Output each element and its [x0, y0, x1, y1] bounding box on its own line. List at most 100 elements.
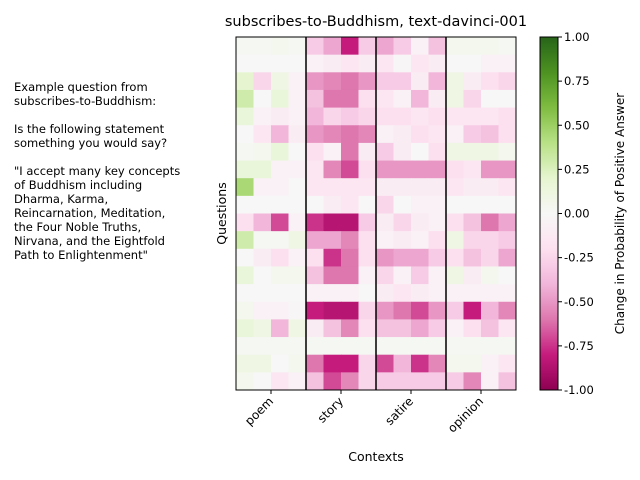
- heatmap-cell: [288, 231, 307, 250]
- heatmap-cell: [376, 195, 394, 214]
- heatmap-cell: [376, 125, 394, 144]
- heatmap-cell: [481, 160, 499, 179]
- heatmap-cell: [393, 72, 412, 91]
- heatmap-cell: [481, 301, 499, 320]
- heatmap-cell: [253, 301, 272, 320]
- heatmap-cell: [411, 72, 429, 91]
- heatmap-cell: [376, 372, 394, 391]
- heatmap-cell: [446, 213, 464, 232]
- heatmap-cell: [393, 125, 412, 144]
- heatmap-cell: [446, 160, 464, 179]
- heatmap-cell: [446, 354, 464, 373]
- heatmap-cell: [411, 54, 429, 73]
- heatmap-cell: [498, 337, 517, 356]
- heatmap-cell: [411, 142, 429, 161]
- colorbar-tick-label: -0.25: [564, 251, 594, 265]
- heatmap-cell: [481, 248, 499, 267]
- heatmap-cell: [498, 284, 517, 303]
- heatmap-cell: [271, 231, 289, 250]
- colorbar-tick-label: -1.00: [564, 383, 594, 397]
- heatmap-cell: [236, 89, 254, 108]
- heatmap-cell: [376, 284, 394, 303]
- heatmap-cell: [393, 354, 412, 373]
- heatmap-cell: [481, 178, 499, 197]
- heatmap-cell: [236, 213, 254, 232]
- heatmap-cell: [271, 319, 289, 338]
- heatmap-cell: [393, 301, 412, 320]
- heatmap-cell: [411, 178, 429, 197]
- heatmap-cell: [288, 89, 307, 108]
- heatmap-cell: [253, 160, 272, 179]
- heatmap-cell: [323, 37, 342, 56]
- heatmap-cell: [253, 372, 272, 391]
- heatmap-cell: [358, 354, 377, 373]
- heatmap-cell: [306, 213, 324, 232]
- heatmap-cell: [463, 72, 482, 91]
- heatmap-cell: [341, 266, 359, 285]
- heatmap-cell: [498, 37, 517, 56]
- heatmap-cell: [393, 142, 412, 161]
- heatmap-cell: [411, 37, 429, 56]
- heatmap-cell: [306, 248, 324, 267]
- heatmap-cell: [463, 337, 482, 356]
- heatmap-cell: [376, 89, 394, 108]
- heatmap-cell: [376, 354, 394, 373]
- heatmap-cell: [253, 266, 272, 285]
- heatmap-cell: [463, 319, 482, 338]
- heatmap-cell: [341, 125, 359, 144]
- heatmap-cell: [481, 319, 499, 338]
- heatmap-cell: [358, 266, 377, 285]
- heatmap-cell: [288, 178, 307, 197]
- colorbar-tick-label: 0.50: [564, 118, 590, 132]
- heatmap-cell: [288, 284, 307, 303]
- heatmap-cell: [446, 266, 464, 285]
- heatmap-cell: [393, 107, 412, 126]
- heatmap-cell: [498, 125, 517, 144]
- heatmap-cell: [498, 266, 517, 285]
- heatmap-cell: [236, 266, 254, 285]
- heatmap-cell: [341, 54, 359, 73]
- heatmap-cell: [463, 37, 482, 56]
- heatmap-cell: [411, 354, 429, 373]
- heatmap-cell: [253, 89, 272, 108]
- heatmap-cell: [271, 284, 289, 303]
- heatmap-cell: [498, 107, 517, 126]
- heatmap-cell: [236, 354, 254, 373]
- heatmap-cell: [271, 125, 289, 144]
- heatmap-cell: [306, 178, 324, 197]
- heatmap-cell: [446, 89, 464, 108]
- heatmap-cell: [358, 195, 377, 214]
- heatmap-cell: [463, 125, 482, 144]
- heatmap-cell: [236, 337, 254, 356]
- heatmap-cell: [341, 89, 359, 108]
- heatmap-cell: [271, 301, 289, 320]
- heatmap-cell: [428, 231, 447, 250]
- heatmap-cell: [236, 319, 254, 338]
- heatmap-cell: [341, 301, 359, 320]
- heatmap-cell: [323, 54, 342, 73]
- heatmap-cell: [323, 142, 342, 161]
- colorbar-label: Change in Probability of Positive Answer: [613, 93, 627, 334]
- x-tick-label: satire: [382, 394, 416, 428]
- heatmap-cell: [498, 72, 517, 91]
- heatmap-cell: [306, 125, 324, 144]
- colorbar-tick-label: 0.75: [564, 74, 590, 88]
- heatmap-cell: [341, 107, 359, 126]
- heatmap-cell: [323, 125, 342, 144]
- heatmap-cell: [253, 178, 272, 197]
- heatmap-cell: [411, 231, 429, 250]
- heatmap-cell: [236, 107, 254, 126]
- heatmap-cell: [288, 72, 307, 91]
- heatmap-cell: [498, 301, 517, 320]
- colorbar-tick-label: 0.00: [564, 207, 590, 221]
- heatmap-cell: [341, 178, 359, 197]
- heatmap-cell: [271, 54, 289, 73]
- heatmap-cell: [306, 37, 324, 56]
- heatmap-cell: [306, 195, 324, 214]
- heatmap-cell: [411, 195, 429, 214]
- heatmap-cell: [358, 160, 377, 179]
- heatmap-cell: [358, 178, 377, 197]
- heatmap-cell: [428, 125, 447, 144]
- heatmap-cell: [253, 231, 272, 250]
- colorbar-tick-label: 0.25: [564, 162, 590, 176]
